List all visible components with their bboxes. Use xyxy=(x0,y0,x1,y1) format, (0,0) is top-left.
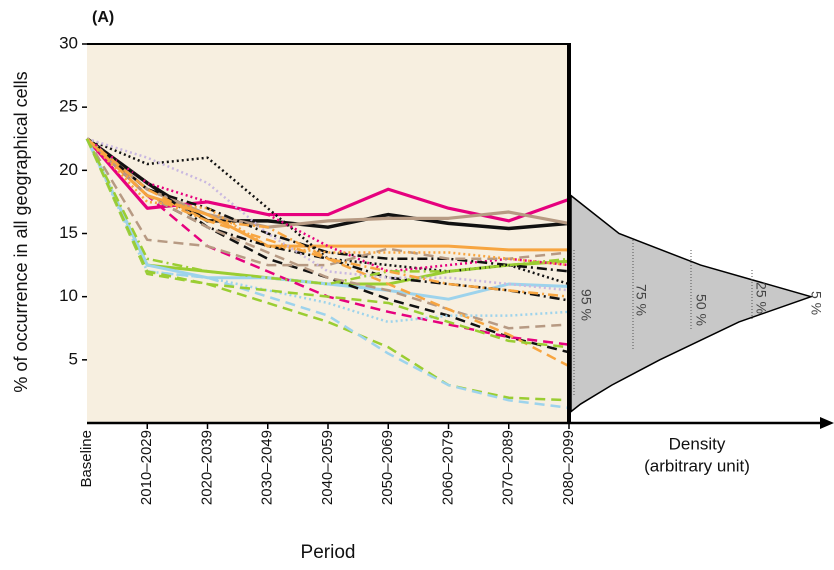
y-axis-label: % of occurrence in all geographical cell… xyxy=(11,71,31,392)
x-tick-label: 2070–2089 xyxy=(500,430,517,505)
percentile-label: 25 % xyxy=(753,282,769,314)
density-curve xyxy=(570,194,814,414)
series-line xyxy=(86,137,570,286)
percentile-label: 50 % xyxy=(693,294,709,326)
series-line xyxy=(85,137,570,231)
x-tick-label: 2010–2029 xyxy=(138,430,155,505)
series-line xyxy=(85,138,570,286)
percentile-label: 75 % xyxy=(633,284,649,316)
series-line xyxy=(86,137,570,330)
series-line xyxy=(85,138,570,402)
series-line xyxy=(86,137,570,298)
y-tick-label: 15 xyxy=(59,223,78,242)
x-tick-label: 2040–2059 xyxy=(319,430,336,505)
x-tick-label: 2030–2049 xyxy=(259,430,276,505)
series-line xyxy=(86,137,570,273)
x-tick-label: 2080–2099 xyxy=(560,430,577,505)
series-line xyxy=(86,137,570,267)
series-line xyxy=(86,137,570,368)
chart-title: (A) xyxy=(92,9,114,26)
x-axis-arrow xyxy=(820,417,834,429)
x-tick-label: Baseline xyxy=(78,430,95,488)
series-line xyxy=(85,138,570,267)
y-tick-label: 20 xyxy=(59,160,78,179)
percentile-label: 95 % xyxy=(578,289,594,321)
y-tick-label: 25 xyxy=(59,97,78,116)
plot-background xyxy=(87,44,569,423)
x-axis-label: Period xyxy=(301,542,356,563)
density-label: Density xyxy=(669,434,726,453)
y-tick-label: 5 xyxy=(69,349,78,368)
y-tick-label: 10 xyxy=(59,286,78,305)
x-tick-label: 2060–2079 xyxy=(439,430,456,505)
density-label: (arbitrary unit) xyxy=(644,456,750,475)
series-line xyxy=(85,138,570,324)
series-line xyxy=(85,138,570,349)
y-tick-label: 30 xyxy=(59,33,78,52)
series-line xyxy=(85,137,569,252)
series-line xyxy=(85,137,570,229)
percentile-label: 5 % xyxy=(808,291,824,315)
x-tick-label: 2050–2069 xyxy=(379,430,396,505)
x-tick-label: 2020–2039 xyxy=(198,430,215,505)
